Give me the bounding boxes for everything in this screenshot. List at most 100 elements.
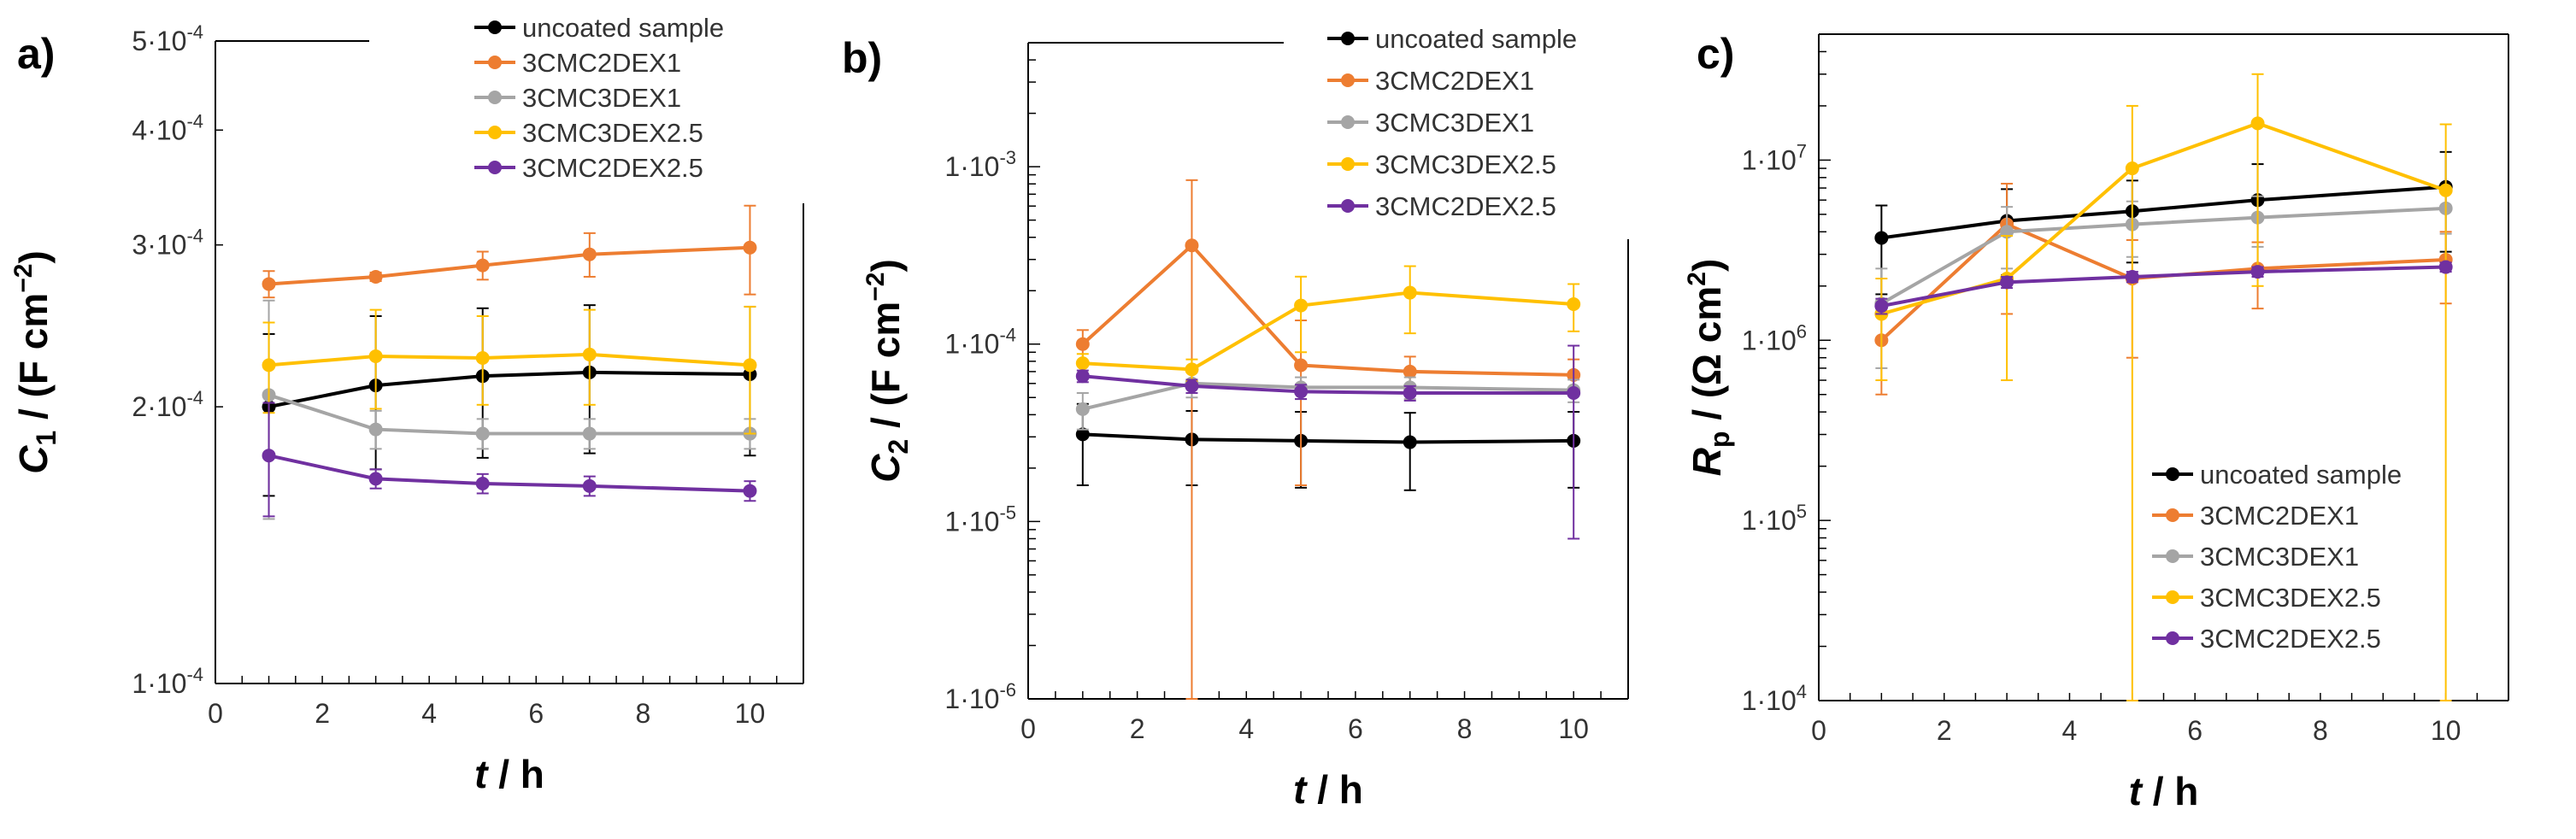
x-tick-label: 0 (208, 698, 223, 729)
series-line (268, 454, 750, 493)
legend-item-3cmc2dex1: 3CMC2DEX1 (2152, 501, 2359, 531)
series-line (1082, 290, 1574, 372)
legend-label: uncoated sample (522, 13, 724, 43)
data-point (582, 426, 597, 441)
x-tick-label: 4 (2062, 715, 2078, 746)
data-point (1185, 378, 1199, 393)
y-tick-label: 1·106 (1742, 320, 1807, 355)
y-tick-label: 1·104 (1742, 681, 1807, 716)
series-line (1081, 243, 1574, 377)
legend-label: 3CMC3DEX1 (1375, 108, 1534, 138)
data-point (1403, 364, 1417, 378)
data-point (262, 358, 276, 373)
y-axis-title: C2 / (F cm−2) (862, 259, 914, 483)
x-tick-label: 8 (635, 698, 650, 729)
legend-label: 3CMC3DEX1 (2200, 542, 2359, 572)
data-point (1075, 356, 1090, 371)
x-tick-label: 8 (2313, 715, 2328, 746)
y-axis-title: Rp / (Ω cm2) (1683, 259, 1735, 477)
y-tick-label: 2·10-4 (132, 387, 203, 422)
legend-label: uncoated sample (2200, 460, 2402, 490)
legend-item-3cmc2dex2-5: 3CMC2DEX2.5 (1327, 191, 1556, 221)
y-tick-label: 1·107 (1742, 140, 1807, 175)
legend-label: 3CMC2DEX1 (1375, 66, 1534, 96)
series-line (268, 352, 750, 367)
legend-item-3cmc2dex1: 3CMC2DEX1 (1327, 66, 1534, 96)
series-3cmc2dex2-5 (1874, 260, 2453, 315)
y-tick-label: 5·10-4 (132, 21, 203, 56)
series-uncoated-sample (262, 304, 757, 497)
legend-item-3cmc3dex2-5: 3CMC3DEX2.5 (2152, 583, 2381, 613)
data-point (475, 351, 490, 366)
data-point (262, 277, 276, 291)
data-point (1403, 285, 1417, 300)
legend-label: 3CMC3DEX2.5 (2200, 583, 2381, 613)
data-point (1294, 384, 1309, 399)
legend-label: 3CMC2DEX2.5 (1375, 191, 1556, 221)
series-3cmc2dex2-5 (1075, 344, 1581, 540)
legend-marker (2166, 549, 2179, 563)
x-tick-label: 10 (735, 698, 766, 729)
data-point (2438, 183, 2453, 197)
panel-label: c) (1697, 30, 1734, 78)
data-point (743, 240, 757, 255)
series-3cmc2dex1 (262, 204, 757, 299)
x-tick-label: 0 (1811, 715, 1826, 746)
x-tick-label: 6 (1348, 713, 1363, 744)
series-3cmc3dex1 (262, 299, 757, 520)
x-tick-label: 8 (1457, 713, 1473, 744)
data-point (1874, 299, 1889, 314)
legend-marker (488, 161, 502, 174)
x-tick-label: 2 (1130, 713, 1145, 744)
data-point (743, 484, 757, 498)
data-point (368, 269, 383, 284)
x-tick-label: 10 (2431, 715, 2461, 746)
data-point (1403, 435, 1417, 449)
data-point (1185, 362, 1199, 377)
legend-item-3cmc2dex1: 3CMC2DEX1 (474, 48, 681, 78)
y-axis-title: C1 / (F cm−2) (9, 250, 62, 474)
panel-1: 1·10-4 2·10-4 3·10-4 4·10-4 5·10-4 0 2 4 6 8 10 a) C… (9, 13, 804, 796)
legend-label: 3CMC3DEX2.5 (1375, 150, 1556, 179)
series-uncoated-sample (1075, 402, 1581, 491)
y-tick-label: 1·10-6 (944, 679, 1016, 714)
data-point (368, 349, 383, 363)
data-point (1294, 298, 1309, 313)
series-3cmc3dex1 (1075, 370, 1581, 431)
panel-label: a) (17, 30, 55, 78)
legend-item-3cmc3dex1: 3CMC3DEX1 (1327, 108, 1534, 138)
series-3cmc3dex1 (1874, 188, 2453, 369)
x-axis-title: t / h (474, 752, 544, 796)
series-line (1880, 222, 2446, 342)
series-3cmc2dex2-5 (262, 402, 757, 518)
series-line (268, 245, 750, 286)
legend-label: 3CMC3DEX2.5 (522, 118, 703, 148)
legend-marker (488, 126, 502, 139)
data-point (2125, 161, 2139, 176)
panel-label: b) (842, 34, 882, 82)
x-axis-title: t / h (1293, 767, 1363, 812)
legend-label: 3CMC2DEX1 (522, 48, 681, 78)
legend-item-3cmc3dex2-5: 3CMC3DEX2.5 (474, 118, 703, 148)
data-point (2000, 275, 2014, 290)
series-line (1082, 432, 1574, 444)
x-tick-label: 2 (1937, 715, 1952, 746)
series-3cmc2dex1 (1874, 182, 2453, 396)
data-point (582, 247, 597, 261)
legend-item-3cmc3dex1: 3CMC3DEX1 (474, 83, 681, 113)
data-point (1567, 385, 1581, 400)
legend-label: 3CMC2DEX1 (2200, 501, 2359, 531)
legend-item-uncoated-sample: uncoated sample (1327, 24, 1577, 54)
legend-marker (2166, 508, 2179, 522)
panel-2: 1·10-6 1·10-5 1·10-4 1·10-3 0 2 4 6 8 10 b) C2 / (F… (842, 24, 1629, 812)
data-point (262, 449, 276, 463)
data-point (1075, 427, 1090, 442)
y-tick-label: 1·105 (1742, 501, 1807, 536)
data-point (1075, 337, 1090, 351)
x-tick-label: 10 (1558, 713, 1589, 744)
data-point (1294, 358, 1309, 373)
data-point (582, 347, 597, 361)
data-point (1075, 369, 1090, 384)
legend-item-3cmc3dex2-5: 3CMC3DEX2.5 (1327, 150, 1556, 179)
